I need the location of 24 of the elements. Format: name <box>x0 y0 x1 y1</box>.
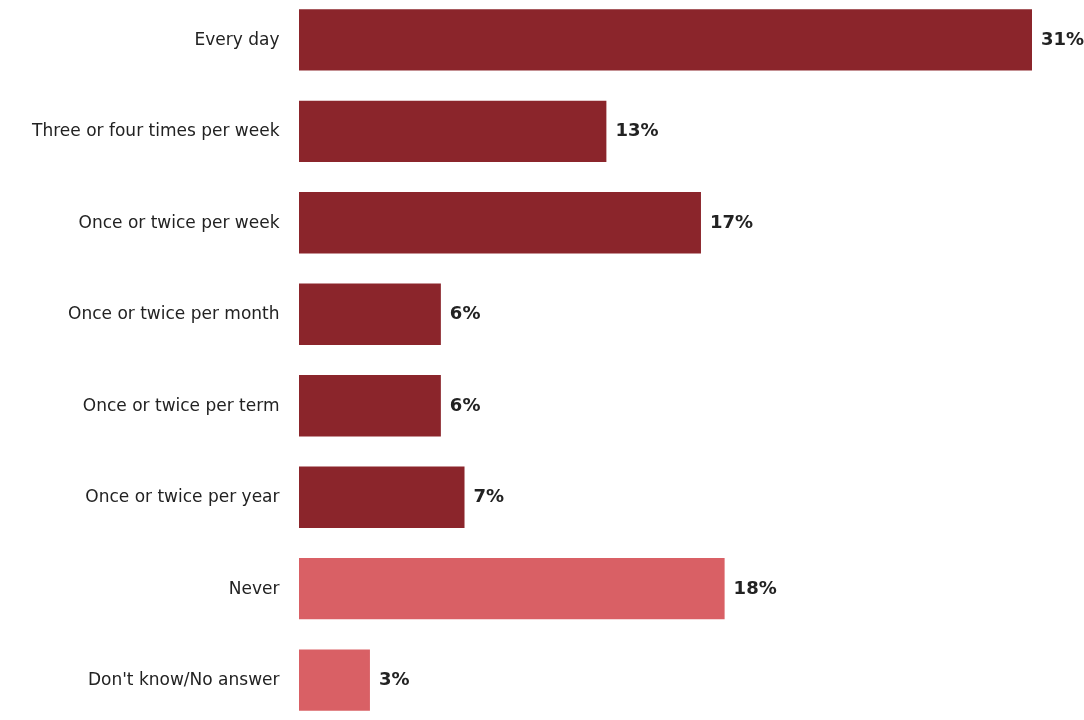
y-tick-label: Once or twice per term <box>82 394 280 415</box>
y-tick-label: Never <box>228 577 280 598</box>
data-label: 13% <box>615 119 659 141</box>
y-tick-label: Don't know/No answer <box>87 669 280 690</box>
y-tick-label: Once or twice per year <box>85 486 280 507</box>
data-label: 6% <box>449 393 481 415</box>
bar <box>299 283 441 345</box>
bar <box>299 100 607 162</box>
bar <box>299 649 370 711</box>
y-tick-label: Once or twice per week <box>78 211 280 232</box>
bar <box>299 558 725 620</box>
data-label: 7% <box>473 485 505 507</box>
bar <box>299 192 701 254</box>
data-label: 17% <box>709 210 754 232</box>
bar <box>299 9 1032 71</box>
y-tick-label: Three or four times per week <box>31 120 280 141</box>
y-tick-label: Every day <box>194 28 280 49</box>
data-label: 6% <box>449 302 481 324</box>
data-label: 18% <box>733 576 777 598</box>
data-label: 3% <box>378 668 410 690</box>
data-label: 31% <box>1041 27 1084 49</box>
bar <box>299 375 441 437</box>
y-tick-label: Once or twice per month <box>68 303 280 324</box>
bar <box>299 466 465 528</box>
